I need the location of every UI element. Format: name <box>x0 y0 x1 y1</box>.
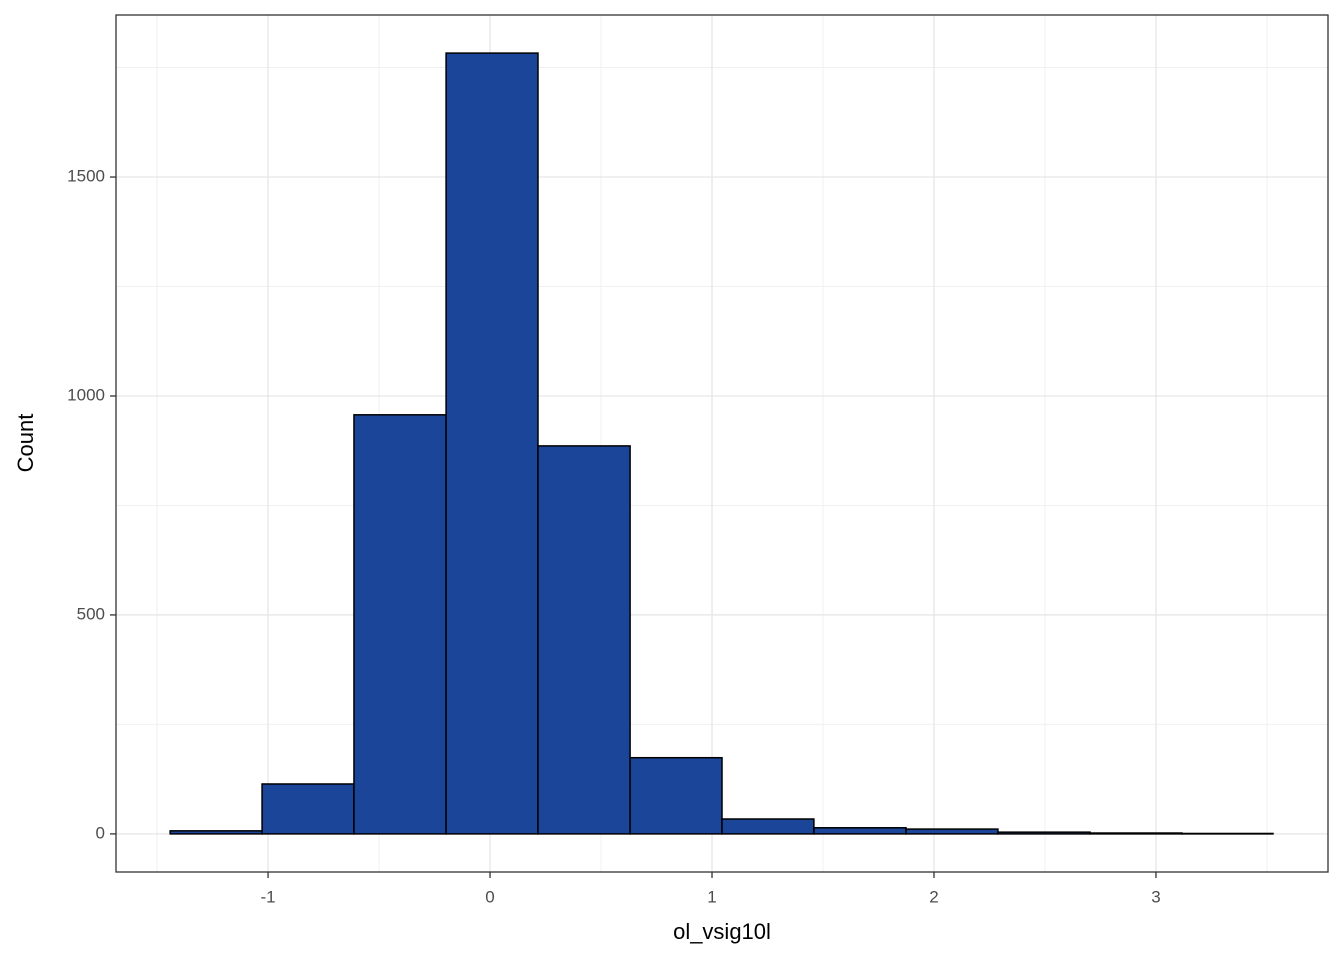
bar <box>353 414 447 835</box>
bar <box>629 756 723 835</box>
bar <box>997 831 1091 835</box>
y-tick-label: 1500 <box>67 167 105 186</box>
y-tick-label: 500 <box>77 604 105 623</box>
y-tick-label: 0 <box>96 823 105 842</box>
x-tick-label: 1 <box>707 887 716 906</box>
bar <box>813 827 907 835</box>
bar <box>721 818 815 835</box>
x-tick-label: -1 <box>260 887 275 906</box>
bar <box>445 52 539 835</box>
x-tick-label: 0 <box>485 887 494 906</box>
bar <box>261 783 355 835</box>
bar <box>905 828 999 835</box>
bar <box>169 830 263 835</box>
panel-border <box>115 14 1329 873</box>
y-axis-title: Count <box>13 414 38 473</box>
bar <box>537 445 631 835</box>
x-axis-title: ol_vsig10l <box>673 919 771 944</box>
x-tick-label: 2 <box>929 887 938 906</box>
x-tick-label: 3 <box>1151 887 1160 906</box>
bar <box>1089 832 1183 835</box>
y-tick-label: 1000 <box>67 385 105 404</box>
